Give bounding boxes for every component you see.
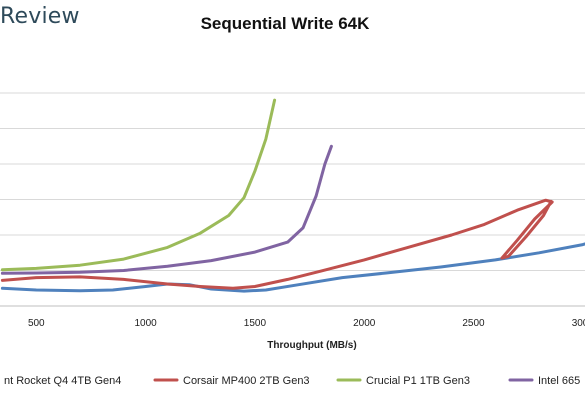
chart-title: Sequential Write 64K	[200, 14, 370, 33]
x-tick-label: 1500	[244, 318, 267, 329]
gridlines	[0, 92, 585, 307]
series-line-4	[0, 144, 333, 275]
x-tick-labels: 500 1000 1500 2000 2500 3000	[28, 318, 585, 329]
series-line-3	[0, 98, 277, 272]
x-tick-label: 1000	[134, 318, 157, 329]
series-line-2	[0, 198, 554, 290]
x-axis-label: Throughput (MB/s)	[267, 340, 356, 351]
brand-logo-text: Review	[0, 4, 80, 29]
x-tick-label: 3000	[572, 318, 585, 329]
series-layer	[0, 98, 585, 293]
x-tick-label: 2500	[462, 318, 485, 329]
legend: nt Rocket Q4 4TB Gen4 Corsair MP400 2TB G…	[4, 375, 580, 387]
series-line-1	[0, 242, 585, 293]
x-tick-label: 500	[28, 318, 45, 329]
legend-label-1: nt Rocket Q4 4TB Gen4	[4, 375, 121, 387]
legend-label-4: Intel 665	[538, 375, 580, 387]
legend-label-2: Corsair MP400 2TB Gen3	[183, 375, 310, 387]
x-tick-label: 2000	[353, 318, 376, 329]
legend-label-3: Crucial P1 1TB Gen3	[366, 375, 470, 387]
